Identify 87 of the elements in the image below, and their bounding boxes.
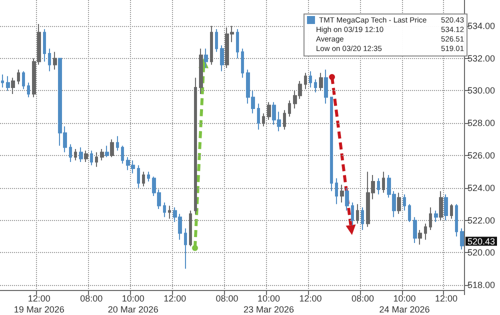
x-tick-label: 12:00 xyxy=(299,294,322,304)
candlestick xyxy=(189,210,192,247)
y-tick-label: 520.43 xyxy=(467,236,496,246)
candlestick xyxy=(309,70,312,88)
y-tick-label: 528.00 xyxy=(467,118,496,128)
candlestick xyxy=(48,48,51,72)
candlestick xyxy=(418,230,422,246)
candlestick xyxy=(11,77,15,94)
candlestick xyxy=(351,202,354,226)
x-tick-label: 12:00 xyxy=(164,294,186,304)
candlestick xyxy=(335,178,338,205)
candlestick xyxy=(408,204,411,222)
candlestick xyxy=(377,178,380,195)
candlestick xyxy=(100,148,104,161)
x-tick-label: 10:00 24 Mar 2026 xyxy=(379,294,430,314)
candlestick xyxy=(382,171,385,194)
x-tick-label: 10:00 23 Mar 2026 xyxy=(243,294,294,314)
candlestick xyxy=(241,48,244,78)
candlestick xyxy=(257,103,260,130)
x-tick-label: 10:00 20 Mar 2026 xyxy=(108,294,158,314)
candlestick xyxy=(304,72,307,90)
candlestick xyxy=(53,51,57,70)
candlestick xyxy=(361,206,364,231)
candlestick xyxy=(345,187,349,212)
candlestick xyxy=(450,204,453,220)
candlestick xyxy=(455,204,458,238)
candlestick xyxy=(220,44,224,72)
candlestick xyxy=(283,110,286,130)
x-tick-label: 08:00 xyxy=(216,294,238,304)
candlestick xyxy=(17,69,20,85)
candlestick xyxy=(69,144,72,163)
candlestick xyxy=(340,184,344,204)
y-tick-label: 520.00 xyxy=(467,248,496,258)
candlestick xyxy=(163,202,166,218)
candlestick xyxy=(74,148,77,161)
y-tick-label: 532.00 xyxy=(467,53,496,64)
candlestick xyxy=(444,194,448,221)
candlestick xyxy=(439,190,443,221)
candlestick xyxy=(424,223,427,240)
candlestick xyxy=(27,82,30,98)
x-tick-label: 12:00 19 Mar 2026 xyxy=(14,294,64,314)
candlestick xyxy=(1,74,4,88)
candlestick xyxy=(324,69,328,104)
candlestick xyxy=(90,150,93,166)
candlestick xyxy=(121,145,124,164)
candlestick xyxy=(356,204,359,224)
y-tick-label: 522.00 xyxy=(467,215,496,226)
candlestick xyxy=(184,228,187,270)
candlestick xyxy=(403,194,406,212)
candlestick xyxy=(142,171,145,187)
candlestick xyxy=(314,78,317,93)
candlestick xyxy=(262,112,265,127)
candlestick xyxy=(22,70,25,90)
candlestick xyxy=(267,102,271,120)
x-tick-label: 08:00 xyxy=(351,294,374,304)
candlestick xyxy=(215,28,218,52)
x-tick-label: 08:00 xyxy=(80,294,103,304)
candlestick xyxy=(236,28,239,59)
candlestick xyxy=(84,150,88,163)
candlestick xyxy=(137,164,140,188)
candlestick xyxy=(330,96,333,192)
x-tick-label: 12:00 xyxy=(434,294,458,304)
candlestick xyxy=(95,152,98,168)
candlestick xyxy=(210,25,213,66)
candlestick xyxy=(147,171,150,182)
candlestick xyxy=(194,77,197,214)
candlestick xyxy=(6,76,10,92)
candlestick xyxy=(116,136,119,152)
y-tick-label: 526.00 xyxy=(467,150,496,161)
y-tick-label: 534.00 xyxy=(467,20,496,31)
candlestick xyxy=(429,206,432,231)
y-tick-label: 518.00 xyxy=(467,280,496,290)
candlestick xyxy=(460,228,464,250)
candlestick xyxy=(43,28,46,62)
candlestick xyxy=(319,72,323,92)
candlestick xyxy=(288,100,291,118)
candlestick xyxy=(434,210,438,222)
candlestick xyxy=(413,216,417,244)
candlestick xyxy=(110,138,114,158)
candlestick xyxy=(105,145,109,158)
candlestick xyxy=(397,192,401,214)
y-tick-label: 524.00 xyxy=(467,182,496,193)
candlestick xyxy=(79,146,83,163)
candlestick xyxy=(168,205,171,220)
candlestick xyxy=(199,48,203,94)
candlestick xyxy=(204,48,208,69)
y-tick-label: 530.00 xyxy=(467,86,496,96)
